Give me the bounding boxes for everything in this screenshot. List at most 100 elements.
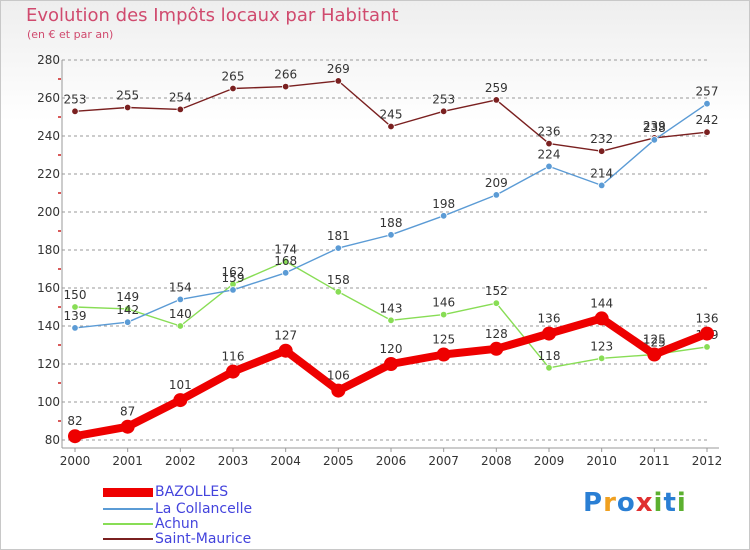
- data-label-la-collancelle: 168: [274, 254, 297, 268]
- data-label-bazolles: 101: [169, 378, 192, 392]
- data-point-la-collancelle: [492, 191, 501, 199]
- data-point-saint-maurice: [176, 105, 185, 114]
- x-tick-label: 2003: [218, 454, 249, 468]
- legend-label: Saint-Maurice: [155, 531, 252, 547]
- logo-letter: P: [583, 488, 604, 518]
- data-label-achun: 158: [327, 273, 350, 287]
- data-point-achun: [281, 257, 290, 266]
- y-tick-label: 200: [37, 205, 60, 219]
- data-label-bazolles: 127: [274, 329, 297, 343]
- data-label-la-collancelle: 238: [643, 121, 666, 135]
- legend-label: Achun: [155, 516, 199, 532]
- data-point-bazolles: [173, 393, 188, 408]
- data-point-achun: [492, 299, 501, 307]
- logo-letter: o: [616, 488, 636, 518]
- data-point-bazolles: [700, 326, 714, 341]
- data-label-bazolles: 136: [696, 312, 719, 326]
- y-tick-label: 140: [37, 319, 60, 333]
- legend-swatch: [103, 508, 153, 510]
- logo-letter: r: [603, 488, 617, 518]
- data-point-saint-maurice: [281, 82, 290, 91]
- data-label-bazolles: 87: [120, 405, 135, 419]
- data-point-la-collancelle: [281, 269, 290, 277]
- data-point-achun: [176, 322, 185, 330]
- x-tick-label: 2000: [60, 454, 91, 468]
- x-tick-label: 2008: [481, 454, 512, 468]
- x-tick-label: 2012: [692, 454, 723, 468]
- data-point-bazolles: [68, 429, 82, 444]
- data-point-bazolles: [647, 347, 662, 362]
- data-point-la-collancelle: [123, 318, 132, 326]
- proxiti-logo: Proxiti: [583, 488, 687, 518]
- data-label-saint-maurice: 239: [643, 119, 666, 133]
- data-point-la-collancelle: [71, 324, 79, 332]
- y-tick-label: 220: [37, 167, 60, 181]
- logo-letter: i: [676, 488, 687, 518]
- y-tick-label: 180: [37, 243, 60, 257]
- data-point-bazolles: [489, 341, 504, 356]
- legend-label: BAZOLLES: [155, 484, 229, 500]
- data-point-saint-maurice: [439, 107, 448, 115]
- data-point-achun: [71, 303, 79, 311]
- data-point-achun: [123, 305, 132, 313]
- data-point-la-collancelle: [703, 99, 711, 108]
- logo-letter: i: [653, 488, 664, 518]
- data-label-achun: 143: [380, 301, 403, 315]
- data-label-la-collancelle: 188: [380, 216, 403, 230]
- data-label-achun: 152: [485, 284, 508, 298]
- data-point-achun: [597, 354, 606, 362]
- logo-letter: x: [635, 488, 654, 518]
- data-label-saint-maurice: 269: [327, 62, 350, 76]
- data-point-bazolles: [542, 326, 556, 341]
- legend-item-bazolles: BAZOLLES: [103, 484, 228, 500]
- data-point-achun: [334, 288, 343, 296]
- data-point-achun: [545, 364, 553, 372]
- data-label-bazolles: 125: [643, 333, 666, 347]
- data-point-achun: [703, 343, 711, 351]
- x-tick-label: 2005: [323, 454, 354, 468]
- chart-subtitle: (en € et par an): [27, 28, 114, 41]
- legend-item-la-collancelle: La Collancelle: [103, 501, 252, 517]
- legend-swatch: [103, 538, 153, 540]
- data-label-bazolles: 125: [432, 333, 455, 347]
- x-tick-label: 2007: [428, 454, 459, 468]
- data-point-bazolles: [331, 383, 346, 398]
- data-label-la-collancelle: 198: [432, 197, 455, 211]
- data-label-la-collancelle: 209: [485, 176, 508, 190]
- data-label-achun: 123: [590, 339, 613, 353]
- legend-swatch: [103, 523, 153, 525]
- data-label-achun: 149: [116, 290, 139, 304]
- chart-title: Evolution des Impôts locaux par Habitant: [26, 5, 399, 26]
- data-label-bazolles: 82: [67, 414, 82, 428]
- y-tick-label: 100: [37, 395, 60, 409]
- y-tick-label: 120: [37, 357, 60, 371]
- legend-item-achun: Achun: [103, 516, 199, 532]
- data-label-achun: 162: [222, 265, 245, 279]
- y-tick-label: 280: [37, 53, 60, 67]
- x-tick-label: 2004: [270, 454, 301, 468]
- data-label-saint-maurice: 265: [222, 70, 245, 84]
- data-label-saint-maurice: 232: [590, 132, 613, 146]
- y-tick-label: 160: [37, 281, 60, 295]
- data-label-saint-maurice: 242: [696, 113, 719, 127]
- data-label-bazolles: 144: [590, 296, 613, 310]
- data-label-la-collancelle: 257: [696, 85, 719, 99]
- data-point-la-collancelle: [334, 244, 343, 252]
- data-point-bazolles: [120, 419, 135, 434]
- legend-label: La Collancelle: [155, 501, 253, 517]
- data-label-la-collancelle: 181: [327, 229, 350, 243]
- data-point-saint-maurice: [71, 107, 79, 115]
- data-label-bazolles: 136: [538, 312, 561, 326]
- data-label-achun: 150: [64, 288, 87, 302]
- y-tick-label: 260: [37, 91, 60, 105]
- data-point-bazolles: [384, 357, 398, 371]
- data-point-saint-maurice: [229, 84, 237, 93]
- x-tick-label: 2010: [586, 454, 617, 468]
- data-point-saint-maurice: [545, 139, 553, 148]
- data-label-achun: 174: [274, 242, 297, 256]
- data-point-la-collancelle: [597, 181, 606, 190]
- data-point-la-collancelle: [439, 212, 448, 220]
- data-point-bazolles: [436, 347, 451, 362]
- data-label-saint-maurice: 245: [380, 108, 403, 122]
